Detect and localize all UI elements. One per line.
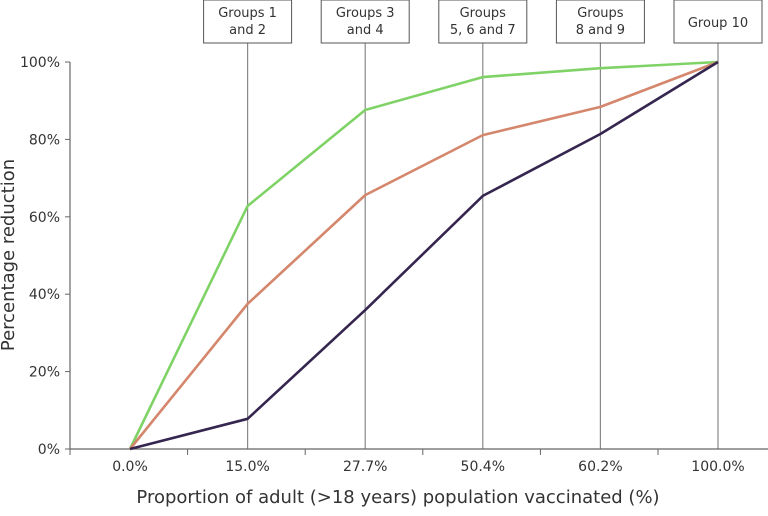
- group-label-text: Groups 3: [336, 6, 395, 21]
- group-label-text: Group 10: [688, 16, 748, 31]
- y-tick-label: 80%: [29, 132, 60, 148]
- y-axis-label: Percentage reduction: [0, 159, 19, 351]
- series-line-2: [130, 62, 718, 449]
- group-label-text: Groups: [460, 6, 507, 21]
- y-tick-label: 100%: [20, 55, 60, 71]
- x-tick-label: 60.2%: [578, 459, 622, 475]
- group-label-text: and 4: [347, 23, 384, 38]
- group-label-text: Groups 1: [218, 6, 277, 21]
- x-tick-label: 0.0%: [112, 459, 148, 475]
- y-tick-label: 40%: [29, 287, 60, 303]
- series-line-1: [130, 62, 718, 449]
- y-tick-label: 0%: [38, 442, 60, 458]
- x-tick-label: 15.0%: [225, 459, 269, 475]
- series-line-0: [130, 62, 718, 449]
- group-label-text: 5, 6 and 7: [450, 23, 516, 38]
- group-label-text: 8 and 9: [576, 23, 625, 38]
- group-label-text: Groups: [577, 6, 624, 21]
- x-axis-label: Proportion of adult (>18 years) populati…: [136, 487, 659, 508]
- x-tick-label: 100.0%: [691, 459, 744, 475]
- x-tick-label: 50.4%: [461, 459, 505, 475]
- x-tick-label: 27.7%: [343, 459, 387, 475]
- y-tick-label: 20%: [29, 365, 60, 381]
- y-tick-label: 60%: [29, 210, 60, 226]
- group-label-text: and 2: [229, 23, 266, 38]
